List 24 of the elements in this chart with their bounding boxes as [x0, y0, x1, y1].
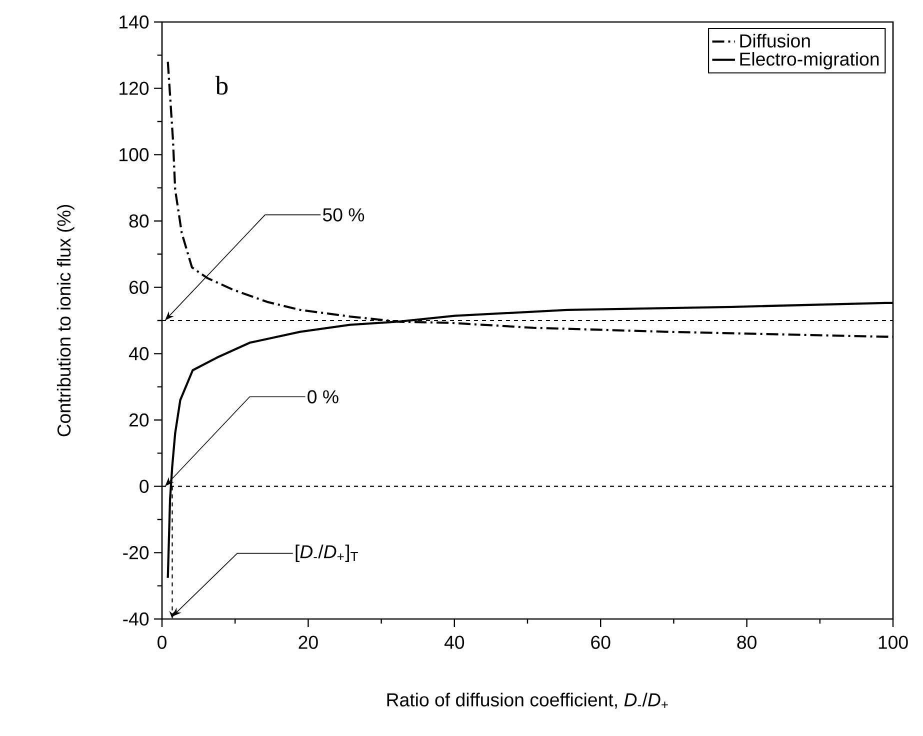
y-tick-label: -40 — [123, 612, 149, 626]
annotation: b — [215, 76, 228, 95]
y-tick-label: 80 — [129, 214, 149, 228]
y-tick-label: 120 — [120, 82, 149, 95]
y-tick-label: 60 — [129, 280, 149, 294]
legend-label: Electro-migration — [740, 52, 879, 70]
ref-line-label: 0 % — [308, 390, 338, 404]
x-axis-title: Ratio of diffusion coefficient, D$_{-}$/D$_{+}$ — [387, 692, 668, 709]
ref-line-label: [D$_{-}$/D$_{+}$]$_{T}$ — [296, 544, 358, 562]
x-tick-label: 80 — [737, 636, 756, 649]
y-tick-label: 40 — [128, 347, 149, 360]
y-tick-label: 20 — [129, 413, 149, 427]
ref-line-label: 50 % — [322, 208, 364, 222]
legend-label: Diffusion — [740, 34, 810, 48]
x-tick-label: 20 — [298, 636, 318, 649]
y-tick-label: -20 — [123, 546, 149, 560]
x-tick-label: 40 — [444, 636, 464, 649]
x-tick-label: 100 — [878, 636, 908, 649]
y-axis-title: Contribution to ionic flux (%) — [56, 204, 74, 436]
y-tick-label: 100 — [120, 148, 149, 162]
x-tick-label: 0 — [158, 636, 166, 649]
y-tick-label: 0 — [140, 480, 149, 493]
y-tick-label: 140 — [120, 15, 149, 29]
x-tick-label: 60 — [591, 636, 610, 649]
